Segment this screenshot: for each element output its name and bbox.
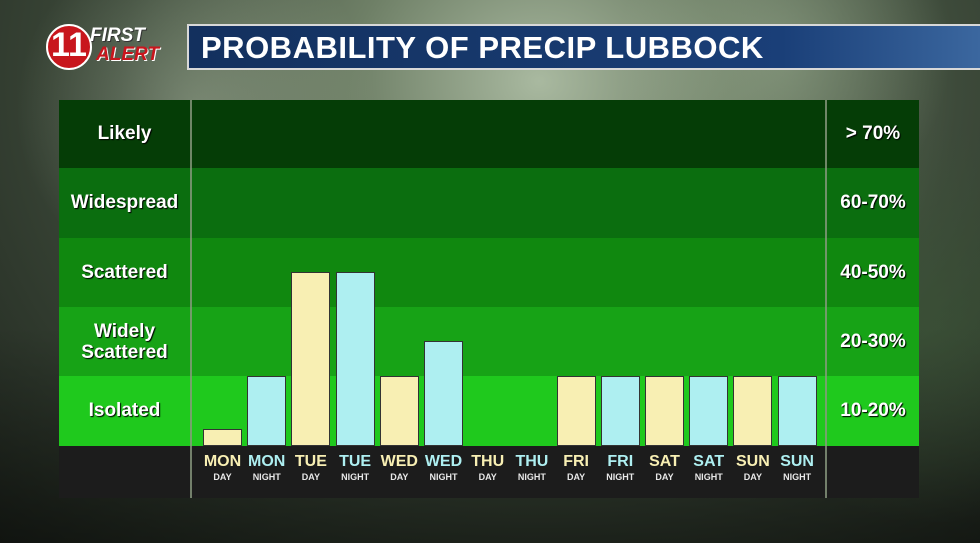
x-tick-day: SUN [780,453,814,470]
x-tick-label: TUE NIGHT [333,453,377,483]
bar-sat-night [689,376,729,446]
x-tick-day: TUE [294,453,327,470]
x-tick-label: MON DAY [201,453,245,483]
bar-wed-night [424,341,463,446]
x-tick-part: DAY [567,472,586,482]
chart-title: PROBABILITY OF PRECIP LUBBOCK [201,30,764,65]
logo-line1: FIRST [90,25,145,46]
x-tick-part: NIGHT [606,472,635,482]
band-range-label: 10-20% [840,400,906,421]
x-tick-part: NIGHT [517,472,546,482]
x-tick-day: MON [203,453,242,470]
precip-chart: Likely > 70% Widespread 60-70% Scattered 40-5… [59,100,919,498]
bar-sun-day [733,376,773,446]
logo-number: 11 [51,26,87,64]
x-tick-day: WED [424,453,463,470]
x-tick-label: WED DAY [377,453,421,483]
band-label: Isolated [88,400,161,421]
x-tick-day: SAT [693,453,725,470]
title-bar: PROBABILITY OF PRECIP LUBBOCK [187,24,980,70]
x-tick-day: SAT [649,453,680,470]
band-label: Likely [97,123,152,144]
x-tick-label: FRI DAY [554,453,598,483]
bar-mon-night [247,376,287,446]
band-label: Widely Scattered [81,320,168,363]
x-tick-label: SAT DAY [643,453,687,483]
x-tick-day: THU [471,453,505,470]
band-scattered [59,238,919,307]
x-tick-label: THU DAY [466,453,510,483]
x-tick-part: DAY [390,472,409,482]
x-tick-label: SAT NIGHT [687,453,731,483]
left-divider [190,100,192,498]
right-divider [825,100,827,498]
logo-line2: ALERT [96,44,159,65]
x-tick-day: TUE [339,453,372,470]
x-tick-day: MON [248,453,286,470]
x-tick-day: WED [380,453,418,470]
x-tick-day: THU [515,453,549,470]
band-label: Scattered [81,261,168,283]
band-widespread [59,168,919,238]
bar-wed-day [379,376,419,446]
x-tick-part: NIGHT [341,472,370,482]
x-tick-label: FRI NIGHT [598,453,642,483]
bar-tue-night [335,272,375,446]
band-range-label: 40-50% [840,261,906,283]
bar-sun-night [777,376,817,446]
band-range-label: 60-70% [840,192,906,213]
x-tick-label: TUE DAY [289,453,333,483]
logo-circle [46,24,92,70]
x-tick-part: DAY [301,472,320,482]
logo-text: FIRST ALERT [90,26,159,64]
bar-sat-day [645,376,684,446]
bar-tue-day [291,272,331,446]
x-tick-part: NIGHT [783,472,812,482]
x-tick-label: SUN NIGHT [775,453,819,483]
x-tick-part: NIGHT [429,472,458,482]
x-axis [59,446,919,498]
x-tick-label: WED NIGHT [422,453,466,483]
bar-fri-night [600,376,640,446]
x-tick-part: DAY [655,472,674,482]
x-tick-label: MON NIGHT [245,453,289,483]
band-label: Widespread [70,192,179,213]
x-tick-label: THU NIGHT [510,453,554,483]
x-tick-part: DAY [743,472,762,482]
x-tick-day: FRI [607,453,634,470]
bar-fri-day [556,376,596,446]
band-range-label: 20-30% [840,330,906,352]
band-range-label: > 70% [845,123,901,144]
x-tick-day: SUN [736,453,770,470]
x-tick-label: SUN DAY [731,453,775,483]
x-tick-day: FRI [563,453,589,470]
x-tick-part: DAY [213,472,232,482]
band-likely [59,100,919,168]
bar-mon-day [203,428,242,446]
x-tick-part: DAY [478,472,497,482]
x-tick-part: NIGHT [694,472,723,482]
band-isolated [59,376,919,446]
band-widely-scattered [59,307,919,376]
station-logo: 11 FIRST ALERT [46,22,172,72]
x-tick-part: NIGHT [252,472,281,482]
